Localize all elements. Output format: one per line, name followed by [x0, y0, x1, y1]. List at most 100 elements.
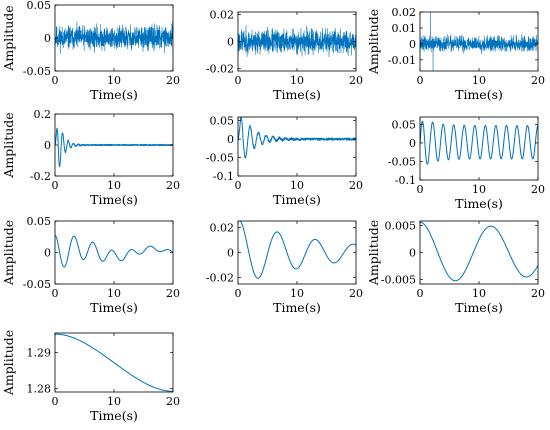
y-tick-label: 0 — [227, 247, 234, 260]
y-tick-label: -0.05 — [23, 65, 51, 78]
y-tick-label: -0.1 — [395, 174, 416, 187]
y-tick-label: 0 — [44, 247, 51, 260]
y-tick-label: 0.005 — [385, 219, 417, 232]
y-tick-label: -0.01 — [388, 54, 416, 67]
x-tick-label: 0 — [235, 179, 242, 192]
y-tick-label: -0.2 — [30, 170, 51, 183]
x-tick-label: 20 — [531, 183, 545, 196]
y-tick-label: 0.05 — [27, 215, 52, 228]
x-tick-label: 10 — [107, 74, 121, 87]
x-axis-label: Time(s) — [90, 300, 138, 315]
x-axis-label: Time(s) — [90, 408, 138, 423]
x-tick-label: 20 — [166, 74, 180, 87]
y-tick-label: -0.05 — [23, 278, 51, 291]
x-axis-label: Time(s) — [273, 300, 321, 315]
x-axis-label: Time(s) — [455, 87, 503, 102]
x-tick-label: 20 — [349, 179, 363, 192]
axes-frame — [237, 220, 357, 285]
y-tick-label: 0 — [44, 139, 51, 152]
x-tick-label: 10 — [107, 179, 121, 192]
series-line — [55, 127, 173, 168]
y-tick-label: 0 — [409, 137, 416, 150]
x-tick-label: 10 — [290, 287, 304, 300]
series-line — [55, 333, 173, 392]
axes-frame — [237, 116, 357, 177]
y-axis-label: Amplitude — [1, 330, 16, 396]
x-axis-label: Time(s) — [273, 192, 321, 207]
y-tick-label: -0.02 — [206, 272, 234, 285]
axes-frame — [54, 220, 174, 285]
subplot-5: 0 10 20 -0.1 -0.05 0 0.05 Time(s) — [206, 115, 363, 207]
series-line — [420, 221, 538, 282]
x-tick-label: 20 — [349, 74, 363, 87]
series-line — [238, 25, 356, 58]
x-tick-label: 20 — [166, 395, 180, 408]
y-tick-label: 0.05 — [210, 115, 235, 128]
y-axis-label: Amplitude — [1, 220, 16, 286]
y-tick-label: 0.2 — [34, 108, 52, 121]
x-tick-label: 10 — [290, 74, 304, 87]
x-tick-label: 20 — [531, 287, 545, 300]
y-tick-label: -0.05 — [206, 152, 234, 165]
y-axis-label: Amplitude — [366, 9, 381, 75]
series-line — [420, 120, 538, 165]
x-tick-label: 0 — [417, 74, 424, 87]
y-axis-label: Amplitude — [1, 112, 16, 178]
series-line — [238, 117, 356, 159]
x-tick-label: 20 — [349, 287, 363, 300]
subplot-10: 0 10 20 1.28 1.29 Time(s) Amplitude — [1, 330, 180, 423]
subplot-6: 0 10 20 -0.1 -0.05 0 0.05 Time(s) — [388, 116, 545, 211]
x-tick-label: 0 — [235, 287, 242, 300]
x-tick-label: 0 — [417, 287, 424, 300]
x-tick-label: 10 — [472, 183, 486, 196]
y-axis-label: Amplitude — [366, 220, 381, 286]
y-tick-label: 0.02 — [210, 9, 235, 22]
x-tick-label: 0 — [52, 395, 59, 408]
x-axis-label: Time(s) — [90, 192, 138, 207]
x-tick-label: 10 — [290, 179, 304, 192]
series-line — [55, 21, 173, 54]
y-tick-label: 0.02 — [210, 221, 235, 234]
y-tick-label: 1.28 — [27, 382, 52, 395]
y-tick-label: 0 — [409, 247, 416, 260]
x-tick-label: 20 — [531, 74, 545, 87]
y-axis-label: Amplitude — [1, 5, 16, 71]
x-tick-label: 0 — [52, 74, 59, 87]
x-tick-label: 0 — [52, 287, 59, 300]
x-tick-label: 20 — [166, 179, 180, 192]
y-tick-label: -0.02 — [206, 62, 234, 75]
x-tick-label: 0 — [235, 74, 242, 87]
series-line — [420, 12, 538, 71]
y-tick-label: 0 — [44, 32, 51, 45]
y-tick-label: 0.01 — [392, 22, 417, 35]
x-tick-label: 10 — [107, 395, 121, 408]
x-tick-label: 0 — [52, 179, 59, 192]
y-tick-label: 0.02 — [392, 6, 417, 19]
y-tick-label: -0.1 — [213, 170, 234, 183]
series-line — [239, 221, 356, 279]
x-tick-label: 10 — [107, 287, 121, 300]
y-tick-label: 1.29 — [27, 347, 52, 360]
x-axis-label: Time(s) — [455, 300, 503, 315]
y-tick-label: 0.05 — [392, 118, 417, 131]
x-tick-label: 0 — [417, 183, 424, 196]
x-axis-label: Time(s) — [90, 87, 138, 102]
x-axis-label: Time(s) — [273, 87, 321, 102]
series-line — [55, 234, 173, 268]
x-tick-label: 10 — [472, 74, 486, 87]
y-tick-label: -0.005 — [381, 274, 416, 287]
y-tick-label: 0 — [227, 36, 234, 49]
x-tick-label: 10 — [472, 287, 486, 300]
y-tick-label: 0.05 — [27, 0, 52, 12]
y-tick-label: 0 — [409, 38, 416, 51]
x-axis-label: Time(s) — [455, 196, 503, 211]
y-tick-label: -0.05 — [388, 155, 416, 168]
y-tick-label: 0 — [227, 133, 234, 146]
